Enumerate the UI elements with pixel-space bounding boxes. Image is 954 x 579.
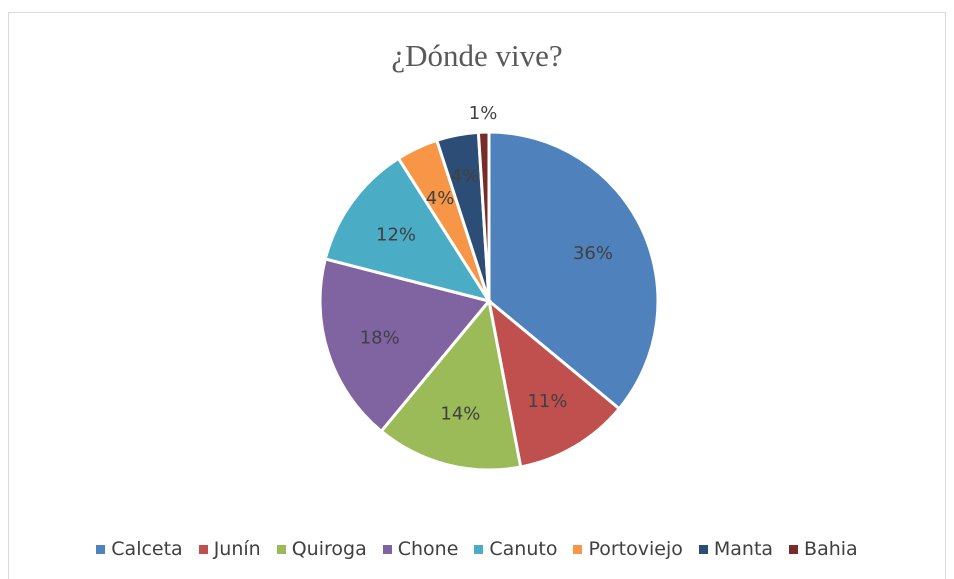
pie-slice-chone — [318, 257, 492, 434]
legend-item-bahia: Bahia — [789, 538, 858, 560]
legend-label: Portoviejo — [588, 538, 683, 560]
legend-label: Junín — [213, 538, 261, 560]
legend: Calceta Junín Quiroga Chone Canuto Portoviejo… — [0, 538, 954, 560]
data-label-junín: 11% — [527, 391, 567, 412]
chart-title: ¿Dónde vive? — [391, 38, 563, 73]
legend-label: Calceta — [111, 538, 183, 560]
pie-slice-canuto — [323, 156, 493, 304]
legend-swatch — [789, 544, 799, 554]
legend-swatch — [698, 544, 708, 554]
data-label-portoviejo: 4% — [426, 188, 455, 209]
pie-slice-junín — [486, 297, 622, 469]
data-label-bahia: 1% — [469, 103, 498, 124]
legend-item-quiroga: Quiroga — [276, 538, 367, 560]
legend-swatch — [198, 544, 208, 554]
legend-label: Chone — [397, 538, 459, 560]
legend-label: Quiroga — [291, 538, 367, 560]
pie-slice-quiroga — [379, 297, 523, 472]
data-label-chone: 18% — [360, 328, 400, 349]
data-label-canuto: 12% — [376, 224, 416, 245]
data-label-quiroga: 14% — [440, 403, 480, 424]
data-label-manta: 4% — [451, 166, 480, 187]
legend-swatch — [276, 544, 286, 554]
legend-swatch — [96, 544, 106, 554]
legend-swatch — [573, 544, 583, 554]
pie-slice-calceta — [487, 130, 660, 411]
pie-slice-bahia — [476, 130, 491, 302]
chart-frame — [8, 12, 946, 579]
legend-label: Canuto — [489, 538, 558, 560]
legend-item-calceta: Calceta — [96, 538, 183, 560]
legend-item-junín: Junín — [198, 538, 261, 560]
legend-label: Bahia — [804, 538, 858, 560]
legend-item-chone: Chone — [382, 538, 459, 560]
legend-item-manta: Manta — [698, 538, 774, 560]
data-label-calceta: 36% — [573, 243, 613, 264]
legend-swatch — [474, 544, 484, 554]
legend-swatch — [382, 544, 392, 554]
legend-item-portoviejo: Portoviejo — [573, 538, 683, 560]
legend-label: Manta — [713, 538, 774, 560]
legend-item-canuto: Canuto — [474, 538, 557, 560]
